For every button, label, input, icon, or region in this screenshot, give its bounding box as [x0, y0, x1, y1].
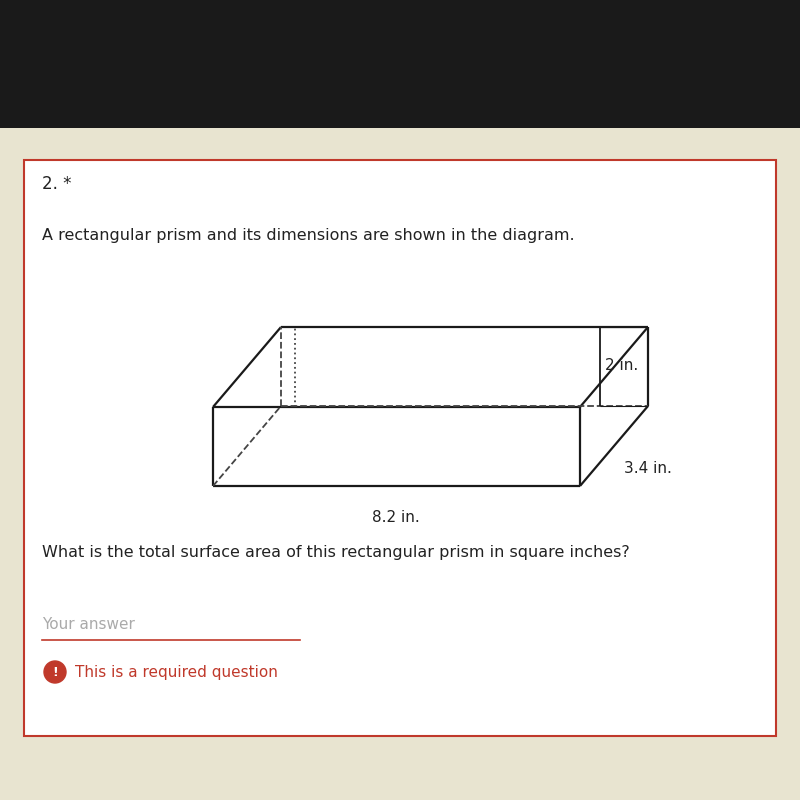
Text: !: ! [52, 666, 58, 678]
Text: 2. *: 2. * [42, 175, 71, 193]
Text: This is a required question: This is a required question [75, 665, 278, 679]
Text: What is the total surface area of this rectangular prism in square inches?: What is the total surface area of this r… [42, 545, 630, 560]
Text: Your answer: Your answer [42, 617, 135, 632]
Text: A rectangular prism and its dimensions are shown in the diagram.: A rectangular prism and its dimensions a… [42, 228, 574, 243]
Text: 3.4 in.: 3.4 in. [624, 461, 672, 476]
Circle shape [44, 661, 66, 683]
Text: 8.2 in.: 8.2 in. [372, 510, 420, 525]
Text: 2 in.: 2 in. [605, 358, 638, 374]
